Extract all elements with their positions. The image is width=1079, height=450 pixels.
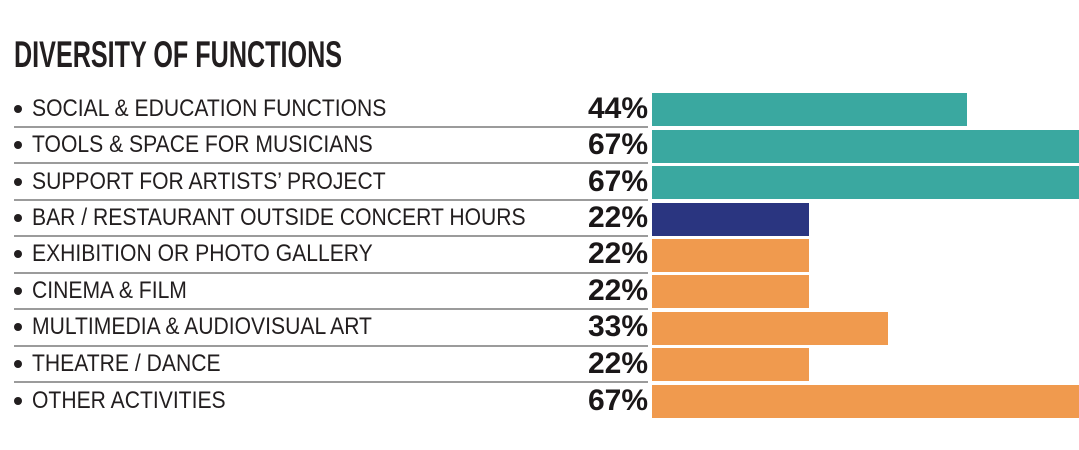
- bar: [652, 311, 888, 345]
- bullet-icon: [14, 177, 22, 186]
- value-label: 67%: [587, 128, 648, 162]
- bar-track: [652, 164, 1079, 200]
- row-label-area: MULTIMEDIA & AUDIOVISUAL ART 33%: [14, 310, 648, 347]
- chart-row: SOCIAL & EDUCATION FUNCTIONS 44%: [0, 92, 1079, 128]
- bar: [652, 166, 1079, 200]
- row-label-area: THEATRE / DANCE 22%: [14, 347, 648, 383]
- value-label: 67%: [587, 164, 648, 198]
- bar: [652, 202, 810, 236]
- bar-track: [652, 310, 1079, 346]
- bullet-icon: [14, 397, 22, 406]
- value-label: 22%: [587, 201, 648, 235]
- category-label: BAR / RESTAURANT OUTSIDE CONCERT HOURS: [32, 204, 526, 232]
- category-label: TOOLS & SPACE FOR MUSICIANS: [32, 131, 373, 159]
- chart-row: CINEMA & FILM 22%: [0, 273, 1079, 311]
- row-label-area: SUPPORT FOR ARTISTS’ PROJECT 67%: [14, 164, 648, 201]
- bullet-icon: [14, 359, 22, 368]
- bar-track: [652, 92, 1079, 128]
- chart-row: EXHIBITION OR PHOTO GALLERY 22%: [0, 237, 1079, 274]
- bullet-icon: [14, 141, 22, 150]
- bullet-icon: [14, 323, 22, 332]
- bar-track: [652, 201, 1079, 237]
- category-label: SOCIAL & EDUCATION FUNCTIONS: [32, 94, 387, 122]
- value-label: 22%: [587, 237, 648, 271]
- chart-row: SUPPORT FOR ARTISTS’ PROJECT 67%: [0, 164, 1079, 201]
- value-label: 22%: [587, 346, 648, 380]
- category-label: CINEMA & FILM: [32, 276, 187, 304]
- category-label: EXHIBITION OR PHOTO GALLERY: [32, 240, 373, 268]
- bar-track: [652, 128, 1079, 164]
- bullet-icon: [14, 250, 22, 259]
- bar: [652, 93, 967, 127]
- bar: [652, 238, 810, 272]
- row-label-area: CINEMA & FILM 22%: [14, 273, 648, 311]
- category-label: MULTIMEDIA & AUDIOVISUAL ART: [32, 313, 372, 341]
- chart-row: THEATRE / DANCE 22%: [0, 347, 1079, 383]
- value-label: 44%: [587, 91, 648, 125]
- row-label-area: EXHIBITION OR PHOTO GALLERY 22%: [14, 237, 648, 274]
- row-label-area: SOCIAL & EDUCATION FUNCTIONS 44%: [14, 92, 648, 128]
- row-label-area: TOOLS & SPACE FOR MUSICIANS 67%: [14, 128, 648, 165]
- chart-row: MULTIMEDIA & AUDIOVISUAL ART 33%: [0, 310, 1079, 347]
- bar-rows: SOCIAL & EDUCATION FUNCTIONS 44% TOOLS & S…: [0, 92, 1079, 420]
- category-label: SUPPORT FOR ARTISTS’ PROJECT: [32, 167, 386, 195]
- row-label-area: OTHER ACTIVITIES 67%: [14, 383, 648, 419]
- category-label: THEATRE / DANCE: [32, 349, 221, 377]
- row-label-area: BAR / RESTAURANT OUTSIDE CONCERT HOURS 22…: [14, 201, 648, 238]
- bullet-icon: [14, 214, 22, 223]
- bar-track: [652, 237, 1079, 273]
- bullet-icon: [14, 104, 22, 113]
- bar-track: [652, 274, 1079, 310]
- bar-track: [652, 383, 1079, 419]
- category-label: OTHER ACTIVITIES: [32, 387, 226, 415]
- chart-row: TOOLS & SPACE FOR MUSICIANS 67%: [0, 128, 1079, 165]
- bar: [652, 384, 1079, 418]
- bar: [652, 348, 810, 382]
- bar: [652, 275, 810, 309]
- value-label: 33%: [587, 310, 648, 344]
- chart-title: DIVERSITY OF FUNCTIONS: [14, 34, 343, 75]
- bullet-icon: [14, 286, 22, 295]
- chart-row: OTHER ACTIVITIES 67%: [0, 383, 1079, 419]
- value-label: 67%: [587, 384, 648, 418]
- value-label: 22%: [587, 273, 648, 307]
- bar: [652, 129, 1079, 163]
- chart-row: BAR / RESTAURANT OUTSIDE CONCERT HOURS 22…: [0, 201, 1079, 238]
- bar-track: [652, 347, 1079, 383]
